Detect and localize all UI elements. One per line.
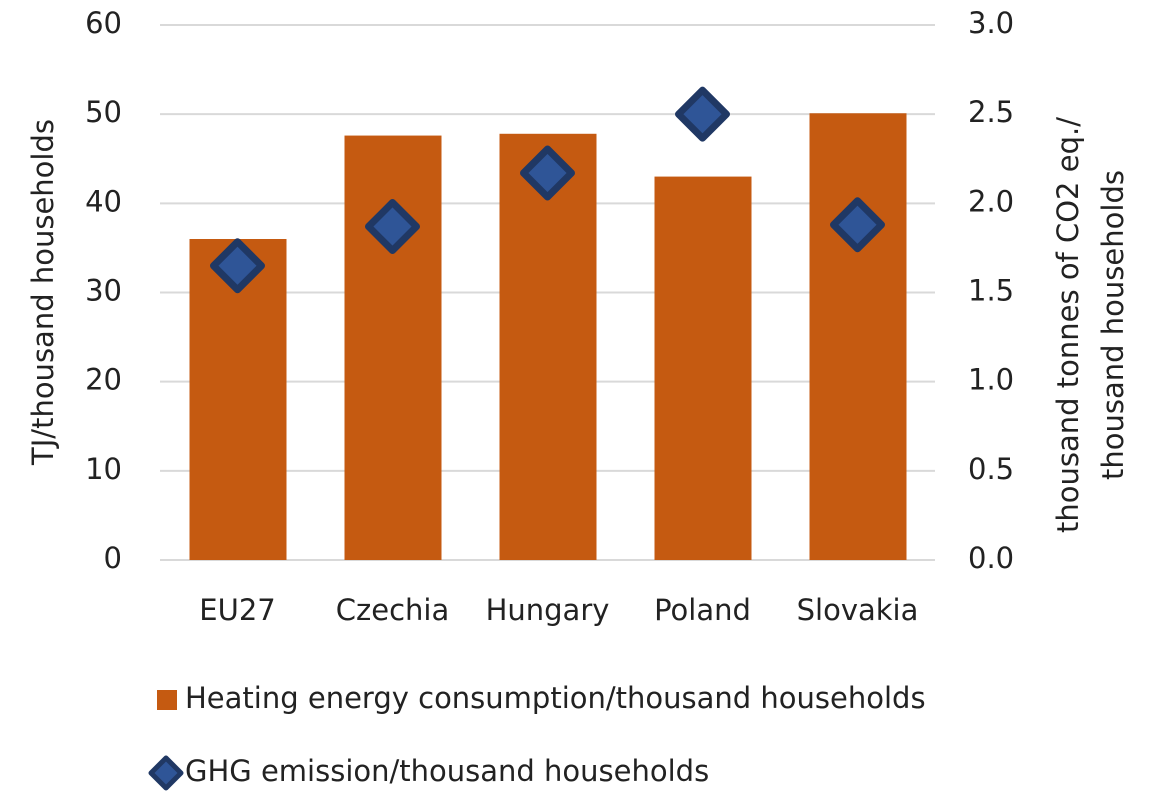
y2-tick-label: 1.0 [968, 363, 1014, 397]
x-tick-label: Hungary [486, 593, 610, 627]
legend-label: GHG emission/thousand households [185, 754, 709, 788]
y-tick-label: 50 [85, 95, 122, 129]
bar [809, 113, 907, 561]
bar [654, 176, 752, 561]
y-tick-label: 40 [85, 184, 122, 218]
y-tick-label: 30 [85, 274, 122, 308]
y2-tick-label: 3.0 [968, 6, 1014, 40]
y-tick-label: 20 [85, 363, 122, 397]
y-tick-label: 10 [85, 452, 122, 486]
legend-swatch [148, 755, 184, 791]
y-tick-label: 0 [104, 541, 122, 575]
x-tick-label: EU27 [199, 593, 275, 627]
marker [520, 145, 575, 201]
x-tick-label: Slovakia [797, 593, 919, 627]
x-tick-label: Czechia [336, 593, 449, 627]
y2-axis-label: thousand households [1096, 170, 1130, 480]
y2-axis-label: thousand tonnes of CO2 eq./ [1051, 117, 1085, 533]
y-tick-label: 60 [85, 6, 122, 40]
x-tick-label: Poland [654, 593, 751, 627]
y2-tick-label: 2.0 [968, 184, 1014, 218]
marker [830, 197, 885, 253]
y2-tick-label: 2.5 [968, 95, 1014, 129]
y2-tick-label: 0.0 [968, 541, 1014, 575]
y2-tick-label: 1.5 [968, 274, 1014, 308]
marker [675, 86, 730, 142]
y-axis-label: TJ/thousand households [26, 119, 60, 466]
legend-swatch [157, 690, 177, 710]
marker [365, 199, 420, 255]
marker [210, 238, 265, 294]
bar [499, 133, 597, 561]
legend-label: Heating energy consumption/thousand hous… [185, 681, 926, 715]
y2-tick-label: 0.5 [968, 452, 1014, 486]
